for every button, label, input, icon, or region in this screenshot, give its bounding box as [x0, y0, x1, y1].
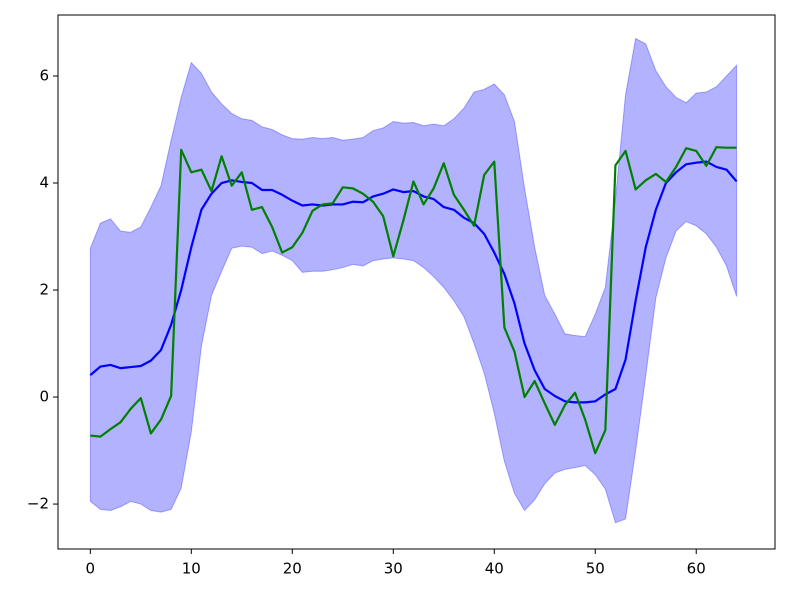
x-tick-label: 60 [687, 560, 706, 578]
line [89, 160, 738, 404]
y-tick-label: 4 [39, 174, 49, 192]
x-tick-label: 30 [384, 560, 403, 578]
line [90, 146, 737, 455]
plot-frame [57, 14, 776, 550]
x-tick-label: 40 [485, 560, 504, 578]
y-tick-label: 2 [39, 281, 49, 299]
x-tick-label: 50 [586, 560, 605, 578]
x-tick-label: 0 [86, 560, 96, 578]
y-tick-label: 6 [39, 66, 49, 84]
y-tick-label: −2 [27, 495, 49, 513]
x-tick-label: 10 [182, 560, 201, 578]
y-tick-label: 0 [39, 388, 49, 406]
x-tick-label: 20 [283, 560, 302, 578]
